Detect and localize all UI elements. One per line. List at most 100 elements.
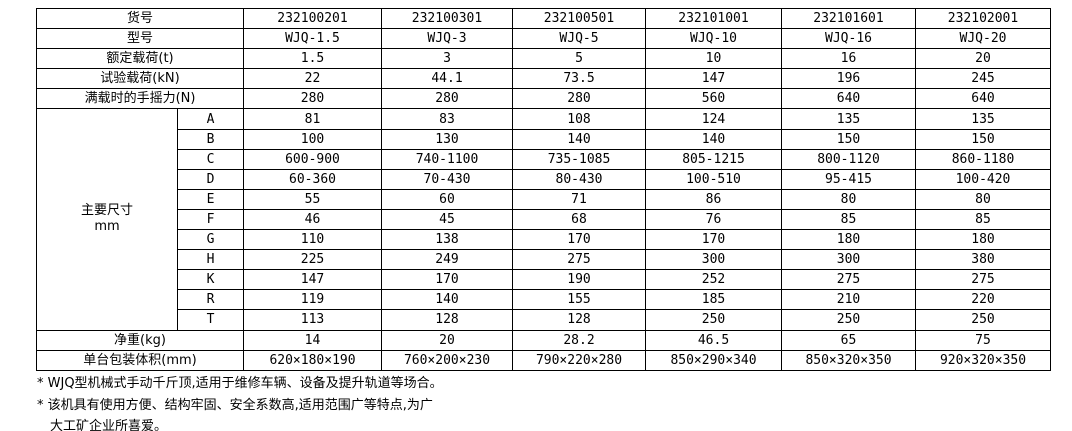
- spec-value-cell: WJQ-16: [781, 28, 916, 50]
- dim-letter-cell: R: [177, 289, 244, 311]
- dim-value-cell: 86: [645, 188, 782, 210]
- dim-value-cell: 735-1085: [512, 148, 646, 170]
- spec-value-cell: 10: [645, 48, 782, 70]
- dim-value-cell: 180: [915, 229, 1051, 251]
- dim-letter-cell: E: [177, 188, 244, 210]
- spec-table: 货号 232100201 232100301 232100501 232101001 23…: [36, 7, 1051, 371]
- dim-value-cell: 135: [915, 108, 1051, 130]
- table-row: R 119 140 155 185 210 220: [37, 289, 1051, 311]
- dim-value-cell: 147: [243, 269, 382, 291]
- dim-value-cell: 130: [381, 128, 513, 150]
- spec-value-cell: 640: [915, 88, 1051, 110]
- spec-value-cell: 3: [381, 48, 513, 70]
- table-row: 型号 WJQ-1.5 WJQ-3 WJQ-5 WJQ-10 WJQ-16 WJQ-20: [36, 28, 1051, 50]
- dim-letter-cell: B: [177, 128, 244, 150]
- spec-value-cell: WJQ-20: [915, 28, 1051, 50]
- dim-value-cell: 250: [645, 309, 782, 331]
- dim-value-cell: 380: [915, 249, 1051, 271]
- spec-value-cell: 280: [381, 88, 513, 110]
- dim-value-cell: 138: [381, 229, 513, 251]
- footnote-line-2: * 该机具有使用方便、结构牢固、安全系数高,适用范围广等特点,为广: [37, 397, 433, 413]
- dim-value-cell: 60: [381, 188, 513, 210]
- spec-value-cell: 16: [781, 48, 916, 70]
- spec-value-cell: 232100501: [512, 7, 646, 30]
- dim-value-cell: 124: [645, 108, 782, 130]
- row-label-cell: 满载时的手摇力(N): [36, 88, 244, 110]
- table-row: 额定载荷(t) 1.5 3 5 10 16 20: [36, 48, 1051, 70]
- dim-letter-cell: T: [177, 309, 244, 331]
- table-row: K 147 170 190 252 275 275: [37, 269, 1051, 291]
- table-row: 净重(kg) 14 20 28.2 46.5 65 75: [36, 329, 1051, 351]
- dim-value-cell: 170: [645, 229, 782, 251]
- dim-value-cell: 95-415: [781, 168, 916, 190]
- dim-value-cell: 100: [243, 128, 382, 150]
- spec-value-cell: 20: [915, 48, 1051, 70]
- spec-value-cell: 280: [243, 88, 382, 110]
- dim-value-cell: 600-900: [243, 148, 382, 170]
- dim-value-cell: 170: [381, 269, 513, 291]
- spec-value-cell: 20: [381, 329, 513, 351]
- dim-value-cell: 85: [781, 208, 916, 231]
- dim-value-cell: 100-510: [645, 168, 782, 190]
- row-label-cell: 试验载荷(kN): [36, 68, 244, 90]
- dim-letter-cell: D: [177, 168, 244, 190]
- dim-value-cell: 71: [512, 188, 646, 210]
- dim-value-cell: 108: [512, 108, 646, 130]
- dim-value-cell: 140: [512, 128, 646, 150]
- dim-letter-cell: F: [177, 208, 244, 231]
- table-row: B 100 130 140 140 150 150: [37, 128, 1051, 150]
- table-row: E 55 60 71 86 80 80: [37, 188, 1051, 210]
- spec-value-cell: 75: [915, 329, 1051, 351]
- dim-value-cell: 113: [243, 309, 382, 331]
- dim-value-cell: 83: [381, 108, 513, 130]
- spec-table-body: 货号 232100201 232100301 232100501 232101001 23…: [36, 7, 1051, 371]
- dim-value-cell: 76: [645, 208, 782, 231]
- spec-value-cell: WJQ-3: [381, 28, 513, 50]
- dim-value-cell: 252: [645, 269, 782, 291]
- spec-value-cell: 850×290×340: [645, 349, 782, 371]
- table-row: 满载时的手摇力(N) 280 280 280 560 640 640: [36, 88, 1051, 110]
- table-row: G 110 138 170 170 180 180: [37, 229, 1051, 251]
- dim-value-cell: 81: [243, 108, 382, 130]
- dim-value-cell: 80: [781, 188, 916, 210]
- spec-value-cell: 760×200×230: [381, 349, 513, 371]
- spec-value-cell: 245: [915, 68, 1051, 90]
- dim-value-cell: 170: [512, 229, 646, 251]
- dim-value-cell: 860-1180: [915, 148, 1051, 170]
- footnote-line-1: * WJQ型机械式手动千斤顶,适用于维修车辆、设备及提升轨道等场合。: [37, 376, 443, 391]
- dim-value-cell: 80-430: [512, 168, 646, 190]
- dim-value-cell: 180: [781, 229, 916, 251]
- dim-letter-cell: K: [177, 269, 244, 291]
- spec-value-cell: 28.2: [512, 329, 646, 351]
- dim-value-cell: 250: [781, 309, 916, 331]
- dim-value-cell: 275: [512, 249, 646, 271]
- spec-value-cell: 232101001: [645, 7, 782, 30]
- dim-value-cell: 70-430: [381, 168, 513, 190]
- spec-value-cell: 232100201: [243, 7, 382, 30]
- dim-value-cell: 250: [915, 309, 1051, 331]
- dim-value-cell: 300: [645, 249, 782, 271]
- spec-value-cell: 73.5: [512, 68, 646, 90]
- spec-value-cell: 232101601: [781, 7, 916, 30]
- dim-value-cell: 100-420: [915, 168, 1051, 190]
- spec-value-cell: 1.5: [243, 48, 382, 70]
- dim-value-cell: 55: [243, 188, 382, 210]
- dim-value-cell: 150: [915, 128, 1051, 150]
- dims-group-label-cell: 主要尺寸 mm: [36, 108, 178, 331]
- dim-value-cell: 220: [915, 289, 1051, 311]
- dim-value-cell: 225: [243, 249, 382, 271]
- spec-value-cell: 5: [512, 48, 646, 70]
- dim-value-cell: 110: [243, 229, 382, 251]
- table-row: C 600-900 740-1100 735-1085 805-1215 800-1120…: [37, 148, 1051, 170]
- spec-value-cell: 232100301: [381, 7, 513, 30]
- spec-value-cell: 44.1: [381, 68, 513, 90]
- footnotes: * WJQ型机械式手动千斤顶,适用于维修车辆、设备及提升轨道等场合。 * 该机具…: [37, 373, 443, 431]
- row-label-cell: 净重(kg): [36, 329, 244, 351]
- spec-value-cell: 920×320×350: [915, 349, 1051, 371]
- dim-value-cell: 155: [512, 289, 646, 311]
- dim-value-cell: 80: [915, 188, 1051, 210]
- dim-value-cell: 800-1120: [781, 148, 916, 170]
- spec-value-cell: 232102001: [915, 7, 1051, 30]
- spec-value-cell: 620×180×190: [243, 349, 382, 371]
- table-row: F 46 45 68 76 85 85: [37, 208, 1051, 231]
